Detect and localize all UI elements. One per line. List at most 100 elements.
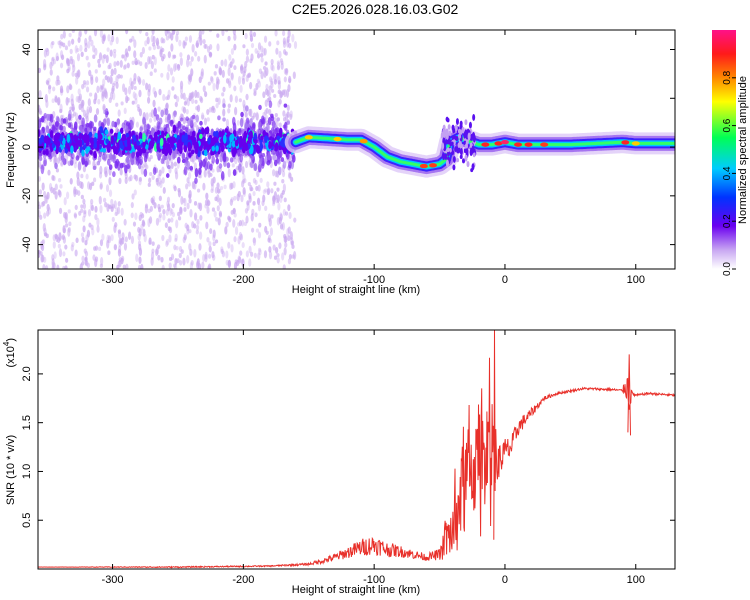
spectrogram-noise-cell [175, 33, 179, 43]
spectrogram-noise-cell [153, 107, 157, 117]
spectrogram-noise-cell [116, 118, 121, 125]
spectrogram-core-cell [262, 129, 267, 138]
spectrogram-x-tick-label: -100 [363, 274, 385, 286]
spectrogram-core-cell [81, 149, 85, 157]
spectrogram-noise-cell [209, 172, 213, 177]
spectrogram-noise-cell [194, 99, 198, 104]
spectrogram-x-axis-label: Height of straight line (km) [292, 284, 420, 296]
spectrogram-core-cell [249, 130, 253, 139]
spectrogram-noise-cell [195, 114, 199, 123]
spectrogram-noise-cell [237, 190, 241, 198]
spectrogram-noise-cell [177, 211, 181, 217]
spectrogram-noise-cell [66, 68, 70, 74]
spectrogram-peak-cell [621, 140, 630, 145]
spectrogram-noise-cell [144, 62, 148, 70]
spectrogram-noise-cell [266, 181, 270, 188]
spectrogram-noise-cell [126, 96, 130, 102]
spectrogram-core-cell [154, 135, 158, 142]
spectrogram-noise-cell [147, 182, 151, 187]
spectrogram-noise-cell [203, 169, 207, 178]
spectrogram-noise-cell [120, 207, 124, 216]
spectrogram-core-cell [83, 144, 87, 149]
spectrogram-noise-cell [125, 30, 129, 35]
spectrogram-core-cell [84, 135, 89, 144]
spectrogram-noise-cell [111, 82, 116, 88]
spectrogram-noise-cell [244, 32, 248, 40]
spectrogram-noise-cell [283, 76, 287, 83]
spectrogram-noise-cell [84, 160, 88, 167]
spectrogram-noise-cell [227, 241, 231, 249]
spectrogram-noise-cell [282, 208, 286, 216]
spectrogram-noise-cell [194, 167, 199, 178]
spectrogram-frame [37, 29, 676, 270]
spectrogram-noise-cell [245, 48, 249, 56]
spectrogram-noise-cell [113, 200, 117, 210]
spectrogram-noise-cell [115, 102, 119, 107]
spectrogram-noise-cell [161, 155, 166, 162]
spectrogram-noise-cell [123, 218, 127, 226]
spectrogram-noise-cell [38, 108, 42, 114]
spectrogram-noise-cell [207, 265, 211, 269]
spectrogram-noise-cell [234, 95, 239, 103]
spectrogram-noise-cell [255, 82, 259, 91]
spectrogram-noise-cell [80, 232, 85, 238]
spectrogram-noise-cell [212, 82, 216, 92]
spectrogram-noise-cell [148, 112, 152, 118]
spectrogram-noise-cell [183, 101, 188, 106]
spectrogram-noise-cell [276, 253, 280, 258]
spectrogram-noise-cell [75, 155, 80, 161]
spectrogram-noise-cell [283, 103, 288, 108]
spectrogram-core-cell [244, 144, 249, 151]
snr-y-tick-label: 0.5 [21, 513, 33, 528]
spectrogram-noise-cell [199, 120, 203, 126]
spectrogram-noise-cell [71, 59, 75, 68]
spectrogram-core-cell [470, 133, 474, 138]
spectrogram-core-cell [105, 138, 109, 144]
snr-y-multiplier: (x104) [2, 338, 17, 368]
spectrogram-noise-cell [268, 108, 272, 116]
spectrogram-noise-cell [103, 153, 107, 161]
spectrogram-noise-cell [171, 202, 175, 209]
spectrogram-noise-cell [287, 171, 292, 180]
spectrogram-noise-cell [236, 148, 241, 157]
spectrogram-noise-cell [103, 197, 107, 203]
spectrogram-noise-cell [100, 257, 104, 266]
spectrogram-noise-cell [161, 234, 165, 242]
spectrogram-noise-cell [62, 30, 66, 39]
spectrogram-noise-cell [233, 236, 237, 243]
spectrogram-noise-cell [127, 45, 131, 52]
spectrogram-noise-cell [286, 120, 291, 126]
spectrogram-noise-cell [58, 207, 63, 214]
spectrogram-noise-cell [113, 224, 117, 233]
spectrogram-noise-cell [210, 188, 214, 194]
spectrogram-core-cell [442, 152, 446, 161]
spectrogram-noise-cell [109, 49, 113, 57]
spectrogram-noise-cell [283, 197, 287, 203]
colorbar: 0.0 0.2 0.4 0.6 0.8 Normalized spectral ampl… [712, 30, 749, 276]
spectrogram-noise-cell [43, 158, 47, 163]
spectrogram-noise-cell [164, 222, 168, 229]
spectrogram-noise-cell [129, 38, 133, 43]
spectrogram-core-cell [466, 161, 470, 168]
spectrogram-noise-cell [94, 205, 98, 213]
snr-multiplier-base: (x10 [5, 346, 17, 367]
spectrogram-core-cell [278, 145, 282, 151]
spectrogram-noise-cell [110, 206, 114, 213]
spectrogram-noise-cell [80, 194, 84, 200]
spectrogram-noise-cell [99, 84, 103, 93]
spectrogram-noise-cell [152, 99, 156, 108]
spectrogram-noise-cell [193, 212, 198, 221]
spectrogram-noise-cell [289, 231, 293, 240]
spectrogram-noise-cell [222, 152, 227, 163]
spectrogram-noise-cell [277, 89, 281, 94]
spectrogram-noise-cell [86, 229, 91, 238]
spectrogram-noise-cell [77, 95, 81, 104]
spectrogram-noise-cell [258, 249, 262, 256]
spectrogram-noise-cell [227, 103, 231, 109]
spectrogram-noise-cell [234, 226, 239, 236]
spectrogram-core-cell [472, 113, 476, 121]
spectrogram-noise-cell [106, 117, 111, 127]
spectrogram-core-cell [211, 145, 216, 152]
spectrogram-noise-cell [237, 75, 242, 85]
spectrogram-noise-cell [238, 163, 242, 173]
